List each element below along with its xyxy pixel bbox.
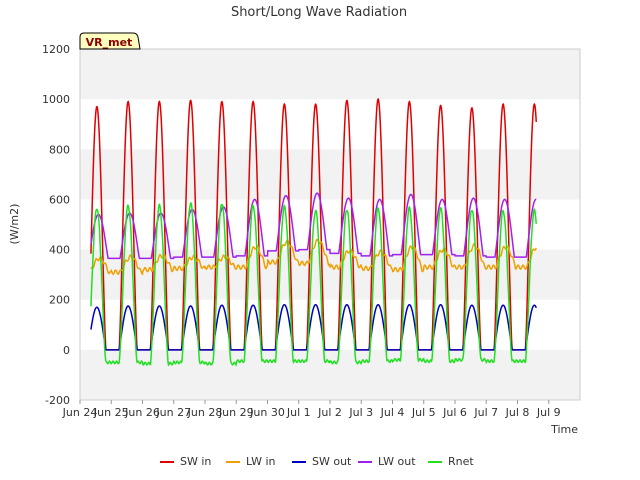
legend-label: LW out [378,455,416,468]
y-tick-label: 1000 [42,93,70,106]
y-tick-label: 400 [49,244,70,257]
legend-label: LW in [246,455,276,468]
x-axis-label: Time [550,423,578,436]
series-line-lw-in [90,238,537,276]
station-badge: VR_met [79,32,141,50]
y-tick-label: 800 [49,143,70,156]
station-badge-label: VR_met [86,36,133,49]
x-tick-label: Jun 28 [187,406,223,419]
x-tick-label: Jul 8 [505,406,530,419]
y-axis-ticks: -200 0 200 400 600 800 1000 1200 [42,43,70,407]
legend-label: Rnet [448,455,474,468]
x-tick-label: Jun 29 [218,406,254,419]
y-tick-label: 600 [49,193,70,206]
grid-band [80,99,580,150]
grid-band [80,349,580,400]
series-line-sw-out [90,303,537,351]
x-tick-label: Jul 7 [473,406,498,419]
series-lines [90,97,537,367]
x-tick-label: Jul 1 [286,406,311,419]
series-line-lw-out [90,192,537,260]
x-tick-label: Jul 3 [348,406,373,419]
x-tick-label: Jun 25 [93,406,129,419]
x-tick-label: Jul 6 [442,406,467,419]
station-badge-shape [79,32,141,50]
x-tick-label: Jun 24 [62,406,98,419]
y-tick-label: 200 [49,294,70,307]
series-line-rnet [90,201,537,367]
x-tick-label: Jun 30 [249,406,285,419]
legend-label: SW in [180,455,211,468]
x-tick-label: Jul 4 [380,406,405,419]
y-tick-label: 0 [63,344,70,357]
legend: SW in LW in SW out LW out Rnet [160,455,474,468]
y-tick-label: -200 [45,394,70,407]
y-axis-label: (W/m2) [8,204,21,245]
legend-label: SW out [312,455,352,468]
chart-title: Short/Long Wave Radiation [231,5,407,20]
grid-band [80,49,580,100]
x-tick-label: Jul 2 [317,406,342,419]
x-tick-label: Jul 5 [411,406,436,419]
x-tick-label: Jun 27 [155,406,191,419]
y-tick-label: 1200 [42,43,70,56]
x-tick-label: Jul 9 [536,406,561,419]
x-tick-label: Jun 26 [124,406,160,419]
